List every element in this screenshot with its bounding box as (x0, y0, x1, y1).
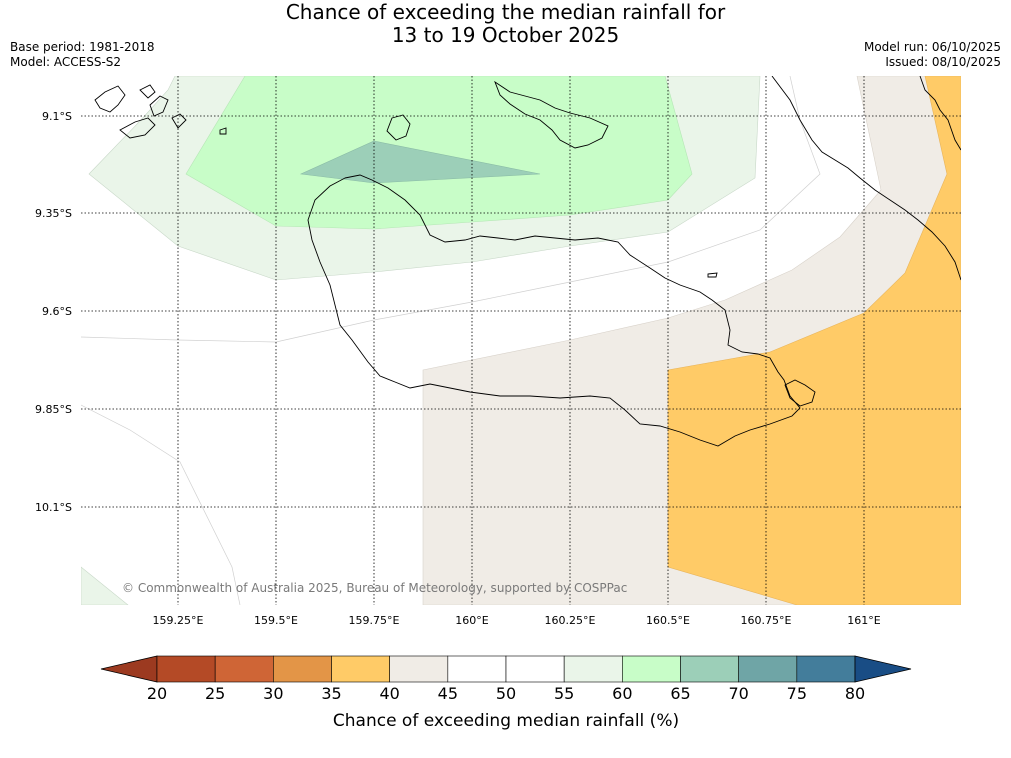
contour-line (81, 404, 241, 605)
lon-label: 159.5°E (254, 614, 298, 627)
colorbar-tick-label: 75 (787, 684, 807, 703)
lat-label: 9.85°S (35, 403, 72, 416)
colorbar-tick-label: 45 (438, 684, 458, 703)
colorbar-over-arrow (854, 655, 912, 683)
colorbar-segment (214, 655, 274, 683)
copyright-text: © Commonwealth of Australia 2025, Bureau… (122, 581, 627, 595)
probability-region-60-65 (185, 76, 693, 230)
colorbar-segment (622, 655, 681, 683)
lon-label: 160.5°E (646, 614, 690, 627)
colorbar-tick-label: 65 (670, 684, 690, 703)
colorbar (100, 655, 912, 683)
longitude-labels: 159.25°E 159.5°E 159.75°E 160°E 160.25°E… (153, 614, 881, 627)
issued-text: Issued: 08/10/2025 (885, 55, 1001, 69)
colorbar-tick-label: 55 (554, 684, 574, 703)
colorbar-tick-label: 25 (205, 684, 225, 703)
colorbar-tick-labels: 20 25 30 35 40 45 50 55 60 65 70 75 80 (147, 684, 865, 703)
coastline-savo-island (386, 114, 411, 141)
lon-label: 160.25°E (545, 614, 596, 627)
lon-label: 161°E (847, 614, 880, 627)
colorbar-segment (738, 655, 798, 683)
colorbar-tick-label: 70 (728, 684, 748, 703)
colorbar-segment (447, 655, 507, 683)
base-period-text: Base period: 1981-2018 (10, 40, 155, 54)
coastline-guadalcanal (307, 174, 801, 447)
lon-label: 160°E (455, 614, 488, 627)
latitude-labels: 9.1°S 9.35°S 9.6°S 9.85°S 10.1°S (35, 110, 72, 514)
graticule (81, 76, 961, 605)
colorbar-tick-label: 80 (845, 684, 865, 703)
colorbar-segment (505, 655, 565, 683)
coastline-marau-islets (784, 379, 816, 407)
model-run-text: Model run: 06/10/2025 (863, 40, 1001, 54)
lon-label: 159.75°E (349, 614, 400, 627)
colorbar-tick-label: 35 (321, 684, 341, 703)
probability-region-55-60-small (81, 566, 129, 605)
coastline-florida-islands (494, 80, 609, 149)
colorbar-tick-label: 60 (612, 684, 632, 703)
colorbar-under-arrow (100, 655, 158, 683)
chart-title-line2: 13 to 19 October 2025 (391, 23, 620, 47)
model-text: Model: ACCESS-S2 (10, 55, 122, 69)
coastline-malaita (771, 76, 961, 281)
colorbar-tick-label: 20 (147, 684, 167, 703)
colorbar-segment (331, 655, 390, 683)
colorbar-segment (680, 655, 739, 683)
coastline-russell-islands (94, 84, 187, 139)
metadata-left: Base period: 1981-2018 Model: ACCESS-S2 (10, 40, 155, 70)
colorbar-segment (563, 655, 623, 683)
colorbar-segment (156, 655, 216, 683)
colorbar-tick-label: 50 (496, 684, 516, 703)
coastline-islet-east (707, 272, 718, 278)
colorbar-tick-label: 30 (263, 684, 283, 703)
lon-label: 159.25°E (153, 614, 204, 627)
metadata-right: Model run: 06/10/2025 Issued: 08/10/2025 (864, 40, 1001, 70)
contour-line (81, 76, 821, 343)
lon-label: 160.75°E (741, 614, 792, 627)
lat-label: 9.1°S (42, 110, 72, 123)
map-area: © Commonwealth of Australia 2025, Bureau… (81, 76, 961, 605)
colorbar-segment (796, 655, 856, 683)
colorbar-label: Chance of exceeding median rainfall (%) (333, 711, 679, 731)
lat-label: 9.35°S (35, 207, 72, 220)
chart-title-line1: Chance of exceeding the median rainfall … (285, 0, 726, 24)
probability-region-65-70 (299, 140, 541, 184)
colorbar-segment (389, 655, 449, 683)
lat-label: 9.6°S (42, 305, 72, 318)
coastline-islet (219, 127, 227, 135)
coastlines (94, 76, 961, 447)
coastline-malaita-north (919, 76, 961, 151)
colorbar-tick-label: 40 (379, 684, 399, 703)
colorbar-segment (273, 655, 332, 683)
lat-label: 10.1°S (35, 501, 72, 514)
